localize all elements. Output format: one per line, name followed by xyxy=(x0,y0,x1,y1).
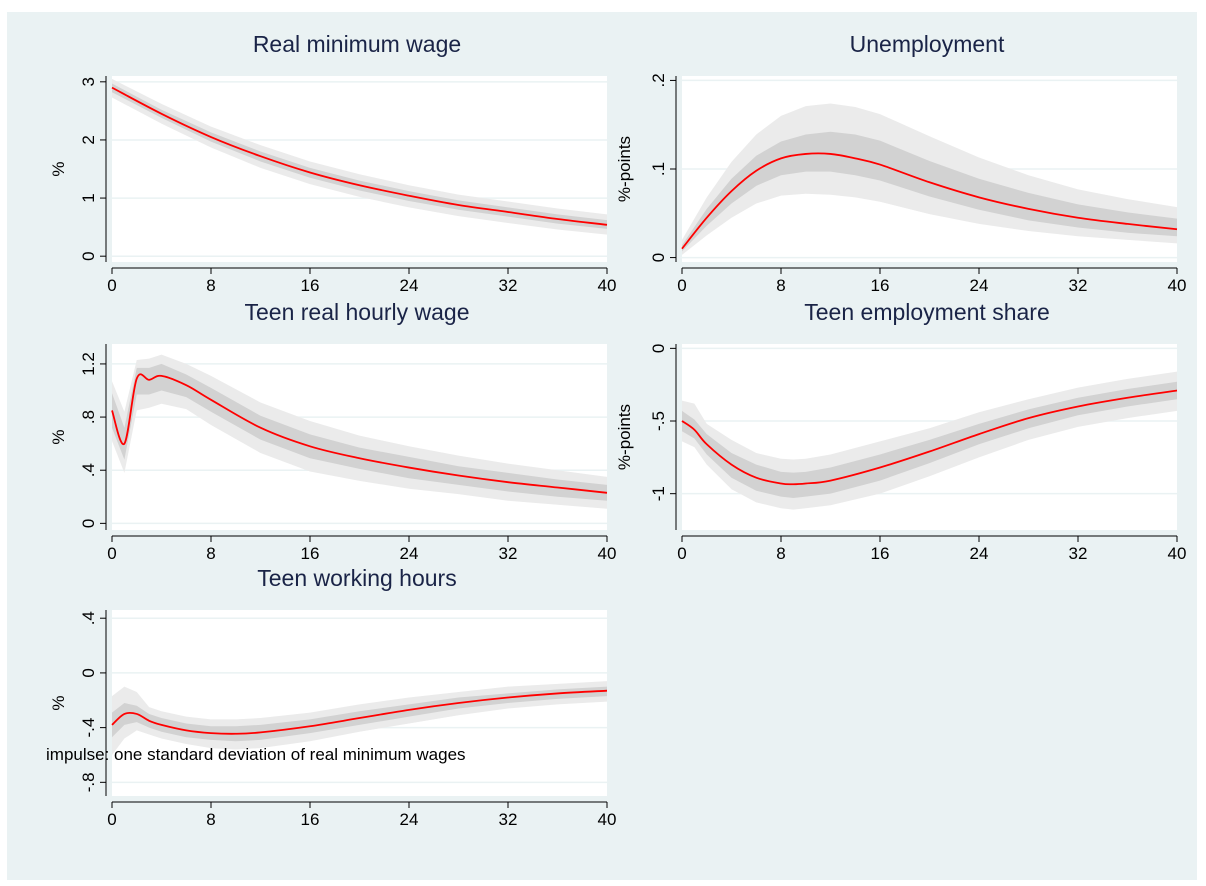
impulse-note: impulse: one standard deviation of real … xyxy=(46,745,466,764)
panel-title: Teen working hours xyxy=(257,565,456,591)
y-tick-label: 2 xyxy=(79,135,98,144)
x-tick-label: 8 xyxy=(776,544,785,563)
y-axis-label: % xyxy=(49,695,68,710)
y-tick-label: .4 xyxy=(79,463,98,477)
panel-2: 0 8 16 24 32 40 0 .1 .2 %-points Unemployment xyxy=(615,31,1186,295)
y-tick-label: 0 xyxy=(79,251,98,260)
chart-svg: 0 8 16 24 32 40 0 1 2 3% Real minimum wage 0 8 16 24 32… xyxy=(46,31,1186,829)
panel-title: Real minimum wage xyxy=(253,31,461,57)
y-tick-label: -.8 xyxy=(79,772,98,792)
y-tick-label: .2 xyxy=(649,73,668,87)
x-tick-label: 24 xyxy=(400,810,419,829)
confidence-band-inner xyxy=(682,381,1177,499)
x-tick-label: 40 xyxy=(1168,544,1187,563)
x-tick-label: 24 xyxy=(400,276,419,295)
panel-title: Teen employment share xyxy=(804,299,1049,325)
plot-region xyxy=(112,76,607,262)
y-tick-label: 1 xyxy=(79,193,98,202)
y-tick-label: 0 xyxy=(79,668,98,677)
panel-title: Unemployment xyxy=(850,31,1005,57)
x-tick-label: 32 xyxy=(1069,276,1088,295)
y-tick-label: -1 xyxy=(649,486,668,501)
x-tick-label: 16 xyxy=(301,276,320,295)
x-tick-label: 8 xyxy=(206,276,215,295)
y-axis-label: % xyxy=(49,429,68,444)
x-tick-label: 16 xyxy=(871,544,890,563)
panel-4: 0 8 16 24 32 40 -1 -.5 0 %-points Teen employment … xyxy=(615,299,1186,563)
panel-5: 0 8 16 24 32 40 -.8 -.4 0 .4% Teen working hours xyxy=(49,565,616,829)
irf-line xyxy=(681,389,1178,486)
irf-line xyxy=(111,689,608,735)
panel-3: 0 8 16 24 32 40 0 .4 .8 1.2% Teen real hourly wage xyxy=(49,299,616,563)
x-tick-label: 24 xyxy=(400,544,419,563)
irf-line xyxy=(111,86,608,226)
y-tick-label: -.4 xyxy=(79,718,98,738)
x-tick-label: 8 xyxy=(776,276,785,295)
y-axis-label: %-points xyxy=(615,404,634,470)
x-tick-label: 24 xyxy=(970,276,989,295)
x-tick-label: 0 xyxy=(677,276,686,295)
y-tick-label: .1 xyxy=(649,162,668,176)
x-tick-label: 40 xyxy=(598,810,617,829)
x-tick-label: 16 xyxy=(301,544,320,563)
x-tick-label: 32 xyxy=(499,810,518,829)
x-tick-label: 16 xyxy=(301,810,320,829)
x-tick-label: 0 xyxy=(107,276,116,295)
panel-title: Teen real hourly wage xyxy=(244,299,469,325)
y-tick-label: -.5 xyxy=(649,411,668,431)
y-tick-label: .4 xyxy=(79,611,98,625)
x-tick-label: 0 xyxy=(677,544,686,563)
x-tick-label: 40 xyxy=(598,276,617,295)
x-tick-label: 32 xyxy=(499,276,518,295)
x-tick-label: 40 xyxy=(598,544,617,563)
y-tick-label: 0 xyxy=(649,344,668,353)
x-tick-label: 32 xyxy=(1069,544,1088,563)
y-axis-label: % xyxy=(49,161,68,176)
y-tick-label: 0 xyxy=(649,253,668,262)
irf-line xyxy=(111,373,608,494)
x-tick-label: 8 xyxy=(206,544,215,563)
x-tick-label: 24 xyxy=(970,544,989,563)
y-tick-label: 3 xyxy=(79,77,98,86)
y-tick-label: .8 xyxy=(79,410,98,424)
x-tick-label: 0 xyxy=(107,810,116,829)
x-tick-label: 32 xyxy=(499,544,518,563)
x-tick-label: 0 xyxy=(107,544,116,563)
irf-line xyxy=(681,152,1178,250)
x-tick-label: 16 xyxy=(871,276,890,295)
y-tick-label: 0 xyxy=(79,519,98,528)
y-tick-label: 1.2 xyxy=(79,352,98,376)
figure: 0 8 16 24 32 40 0 1 2 3% Real minimum wage 0 8 16 24 32… xyxy=(7,12,1197,880)
x-tick-label: 8 xyxy=(206,810,215,829)
confidence-band-inner xyxy=(682,131,1177,252)
panel-1: 0 8 16 24 32 40 0 1 2 3% Real minimum wage xyxy=(49,31,616,295)
x-tick-label: 40 xyxy=(1168,276,1187,295)
y-axis-label: %-points xyxy=(615,136,634,202)
